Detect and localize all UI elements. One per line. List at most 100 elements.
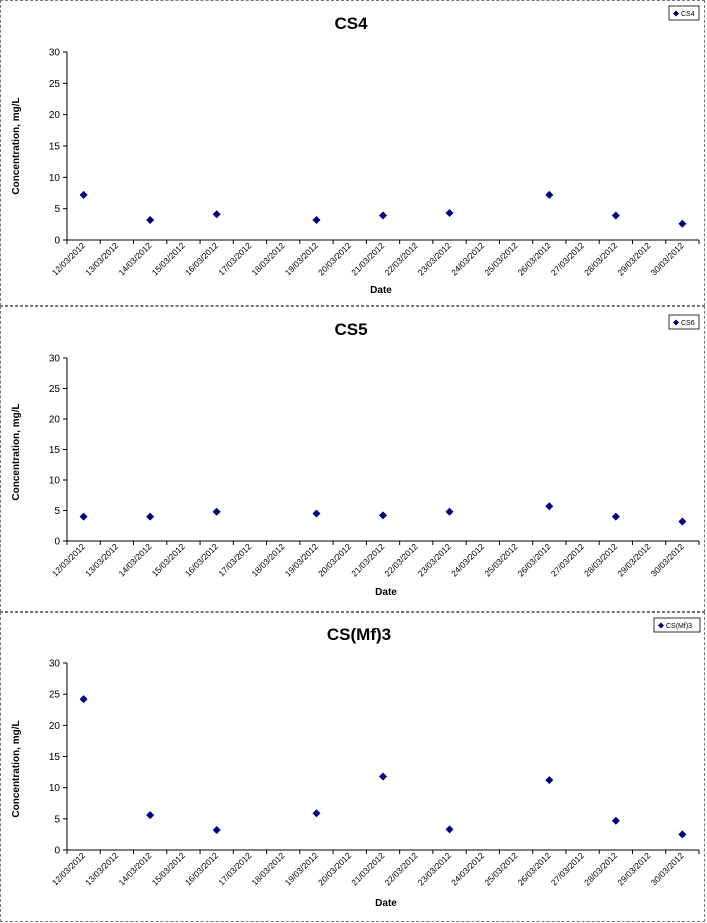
- legend-box: [668, 314, 700, 330]
- legend-marker-icon: [673, 10, 679, 17]
- y-axis-label: Concentration, mg/L: [11, 720, 22, 817]
- plot-area: 05101520253012/03/201213/03/201214/03/20…: [49, 659, 700, 887]
- x-tick-label: 22/03/2012: [383, 240, 420, 277]
- data-point: [212, 507, 221, 516]
- x-tick-label: 21/03/2012: [349, 850, 386, 887]
- y-tick-label: 0: [54, 846, 60, 857]
- x-tick-label: 14/03/2012: [116, 541, 153, 578]
- data-point: [146, 811, 155, 820]
- y-tick-label: 5: [54, 814, 60, 825]
- x-tick-label: 20/03/2012: [316, 850, 353, 887]
- y-tick-label: 15: [49, 445, 61, 456]
- data-point: [445, 507, 454, 516]
- legend-label: CS4: [681, 11, 695, 18]
- x-tick-label: 14/03/2012: [116, 850, 153, 887]
- x-tick-label: 27/03/2012: [549, 850, 586, 887]
- y-tick-label: 0: [54, 537, 60, 548]
- data-point: [146, 215, 155, 224]
- chart-title: CS5: [334, 320, 367, 339]
- x-tick-label: 17/03/2012: [216, 541, 253, 578]
- x-axis-label: Date: [370, 285, 392, 296]
- y-axis-label: Concentration, mg/L: [11, 97, 22, 194]
- legend-label: CS(Mf)3: [666, 623, 692, 630]
- x-tick-label: 29/03/2012: [615, 541, 652, 578]
- y-axis-label: Concentration, mg/L: [11, 403, 22, 500]
- data-point: [611, 211, 620, 220]
- chart-cs4: CS4 Concentration, mg/L Date CS4 0 5 10 15 2…: [11, 5, 700, 296]
- x-tick-label: 16/03/2012: [183, 541, 220, 578]
- data-point: [678, 830, 687, 839]
- y-tick-label: 25: [49, 79, 61, 90]
- data-point: [445, 825, 454, 834]
- data-point: [545, 776, 554, 785]
- data-point: [146, 512, 155, 521]
- x-tick-label: 17/03/2012: [216, 240, 253, 277]
- x-tick-label: 30/03/2012: [649, 541, 686, 578]
- data-point: [312, 215, 321, 224]
- chart-csmf3: CS(Mf)3 Concentration, mg/L Date CS(Mf)3…: [11, 617, 701, 909]
- x-tick-label: 30/03/2012: [649, 240, 686, 277]
- y-tick-label: 15: [49, 752, 61, 763]
- data-point: [545, 502, 554, 511]
- data-point: [379, 211, 387, 220]
- y-tick-label: 15: [49, 142, 61, 153]
- x-tick-label: 21/03/2012: [349, 541, 386, 578]
- x-tick-label: 30/03/2012: [649, 850, 686, 887]
- legend-marker-icon: [658, 622, 664, 629]
- x-tick-label: 28/03/2012: [582, 541, 619, 578]
- x-tick-label: 23/03/2012: [416, 850, 453, 887]
- x-tick-label: 16/03/2012: [183, 850, 220, 887]
- x-tick-label: 24/03/2012: [449, 240, 486, 277]
- chart-panel-cs5: CS5 Concentration, mg/L Date CS6 0 5 10 15 2…: [0, 306, 705, 612]
- x-tick-label: 15/03/2012: [150, 850, 187, 887]
- x-tick-label: 19/03/2012: [283, 850, 320, 887]
- x-tick-label: 14/03/2012: [116, 240, 153, 277]
- y-tick-label: 25: [49, 690, 61, 701]
- x-tick-label: 25/03/2012: [482, 240, 519, 277]
- data-point: [312, 809, 321, 818]
- y-tick-label: 20: [49, 415, 61, 426]
- data-point: [312, 509, 321, 518]
- legend-box: [668, 5, 700, 21]
- x-tick-label: 15/03/2012: [150, 541, 187, 578]
- data-point: [611, 512, 620, 521]
- x-tick-label: 18/03/2012: [249, 541, 286, 578]
- x-tick-label: 25/03/2012: [482, 541, 519, 578]
- x-tick-label: 25/03/2012: [482, 850, 519, 887]
- y-tick-label: 30: [49, 48, 61, 59]
- y-tick-label: 30: [49, 659, 61, 670]
- plot-area: 05101520253012/03/201213/03/201214/03/20…: [49, 354, 700, 578]
- plot-area: 05101520253012/03/201213/03/201214/03/20…: [49, 48, 700, 277]
- x-tick-label: 19/03/2012: [283, 240, 320, 277]
- data-point: [79, 695, 88, 704]
- x-tick-label: 20/03/2012: [316, 541, 353, 578]
- x-tick-label: 24/03/2012: [449, 541, 486, 578]
- chart-panel-cs4: CS4 Concentration, mg/L Date CS4 0 5 10 15 2…: [0, 0, 705, 306]
- y-tick-label: 5: [54, 204, 60, 215]
- x-tick-label: 15/03/2012: [150, 240, 187, 277]
- legend: CS(Mf)3: [653, 617, 701, 633]
- x-tick-label: 26/03/2012: [516, 541, 553, 578]
- x-tick-label: 13/03/2012: [83, 240, 120, 277]
- x-tick-label: 28/03/2012: [582, 850, 619, 887]
- data-point: [212, 826, 221, 835]
- x-tick-label: 21/03/2012: [349, 240, 386, 277]
- legend: CS6: [668, 314, 700, 330]
- legend-label: CS6: [681, 320, 695, 327]
- x-axis-label: Date: [375, 898, 397, 909]
- x-tick-label: 26/03/2012: [516, 850, 553, 887]
- x-tick-label: 13/03/2012: [83, 850, 120, 887]
- x-tick-label: 23/03/2012: [416, 541, 453, 578]
- chart-title: CS4: [334, 14, 368, 33]
- x-tick-label: 13/03/2012: [83, 541, 120, 578]
- x-tick-label: 29/03/2012: [615, 850, 652, 887]
- x-tick-label: 26/03/2012: [516, 240, 553, 277]
- x-tick-label: 27/03/2012: [549, 240, 586, 277]
- x-tick-label: 29/03/2012: [615, 240, 652, 277]
- data-point: [611, 816, 620, 825]
- y-tick-label: 10: [49, 783, 61, 794]
- y-tick-label: 20: [49, 721, 61, 732]
- data-point: [79, 190, 88, 199]
- y-tick-label: 5: [54, 506, 60, 517]
- x-tick-label: 16/03/2012: [183, 240, 220, 277]
